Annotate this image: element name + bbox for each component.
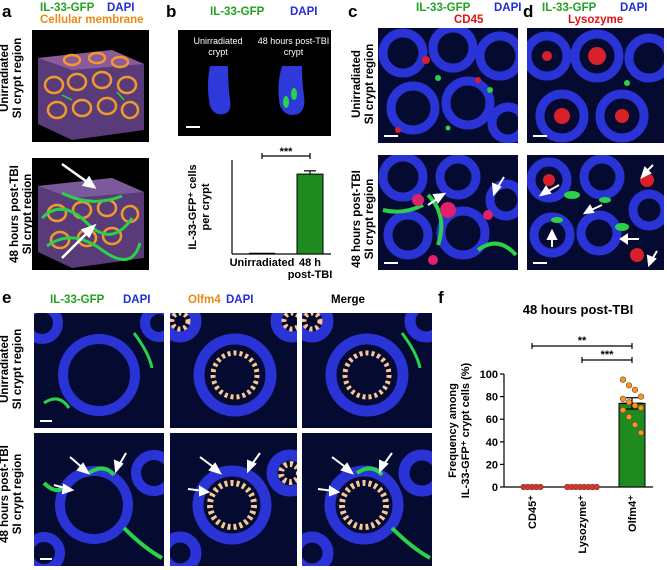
panel-f-data-point-2-1 <box>625 382 633 389</box>
panel-f-y-tick-label-1: 20 <box>486 459 498 471</box>
panel-c-scale-bar-bottom <box>384 262 398 264</box>
panel-f-data-point-2-3 <box>637 393 645 400</box>
panel-f-data-point-2-6 <box>631 402 639 409</box>
panel-f-data-point-2-8 <box>619 407 627 414</box>
panel-f-y-tick-label-4: 80 <box>486 392 498 404</box>
panel-b-bar-chart: IL-33-GFP⁺ cellsper crypt Unirradiated 48 … <box>187 146 333 280</box>
panel-f-data-point-2-0 <box>619 376 627 383</box>
panel-f-y-label: Frequency amongIL-33-GFP⁺ crypt cells (%… <box>447 362 472 498</box>
panel-c-row-label-bottom: 48 hours post-TBI SI crypt region <box>351 170 376 268</box>
panel-e-col3-merge: Merge <box>331 294 365 306</box>
panel-d-scale-bar-bottom <box>533 262 547 264</box>
panel-b-y-label: IL-33-GFP⁺ cellsper crypt <box>187 164 212 249</box>
panel-d-image-post-tbi <box>527 155 664 270</box>
panel-f-data-point-2-9 <box>625 413 633 421</box>
panel-f-bar-2 <box>618 402 646 488</box>
panel-a-3d-render-post-tbi <box>32 158 149 270</box>
panel-b-crypt-label-right: 48 hours post-TBI crypt <box>257 36 330 57</box>
panel-b-crypt-label-left: Unirradiated crypt <box>193 36 243 57</box>
panel-b-channel-dapi: DAPI <box>290 6 318 18</box>
panel-b-bar-1 <box>296 173 324 255</box>
panel-label-f: f <box>438 288 444 307</box>
panel-f-data-point-0-4 <box>537 483 544 491</box>
panel-e-arrows-3 <box>317 452 393 497</box>
panel-c-image-post-tbi <box>378 155 518 270</box>
panel-f-data-point-2-10 <box>631 421 639 428</box>
panel-b-significance-label: *** <box>280 146 294 158</box>
panel-e-col1-channel-dapi: DAPI <box>123 294 151 306</box>
panel-c-scale-bar-top <box>384 135 398 137</box>
panel-f-data-point-1-7 <box>593 483 600 491</box>
panel-f-data-point-2-4 <box>619 395 627 402</box>
panel-c-channel-cd45: CD45 <box>454 14 484 26</box>
panel-f-data-point-2-5 <box>625 399 633 406</box>
panel-e-row-label-top: Unirradiated SI crypt region <box>0 328 24 410</box>
panel-e-image-unirradiated-merge <box>302 313 432 428</box>
panel-e-scale-bar-2 <box>40 558 52 560</box>
panel-e-image-post-tbi-gfp-dapi <box>34 433 164 566</box>
panel-e-arrows-1 <box>53 452 127 495</box>
panel-f-x-tick-0: CD45⁺ <box>527 495 539 529</box>
panel-b-x-tick-0: Unirradiated <box>230 257 295 269</box>
panel-e-scale-bar-1 <box>40 420 52 422</box>
panel-e-arrows-2 <box>187 452 261 497</box>
panel-d-image-unirradiated <box>527 28 664 143</box>
panel-label-c: c <box>348 2 358 21</box>
panel-f-title: 48 hours post-TBI <box>523 302 634 317</box>
panel-a-3d-render-unirradiated <box>32 30 149 142</box>
panel-f-y-tick-label-3: 60 <box>486 414 498 426</box>
panel-b-x-tick-1: 48 h post-TBI <box>288 257 333 280</box>
panel-e-col1-channel-il33gfp: IL-33-GFP <box>50 294 105 306</box>
panel-e-col2-channel-olfm4: Olfm4 <box>188 294 221 306</box>
panel-c-image-unirradiated <box>378 28 518 143</box>
panel-f-data-point-2-2 <box>631 386 639 393</box>
panel-a-channel-membrane: Cellular membrane <box>40 14 144 26</box>
panel-e-image-post-tbi-merge <box>302 433 432 566</box>
panel-e-row-label-bottom: 48 hours post-TBI SI crypt region <box>0 445 24 543</box>
panel-d-scale-bar-top <box>533 135 547 137</box>
panel-a-row-label-top: Unirradiated SI crypt region <box>0 37 24 119</box>
panel-c-arrows <box>427 176 505 206</box>
panel-f-y-tick-label-5: 100 <box>480 369 498 381</box>
panel-label-b: b <box>166 2 177 21</box>
panel-d-channel-dapi: DAPI <box>620 2 648 14</box>
panel-d-channel-il33gfp: IL-33-GFP <box>542 2 597 14</box>
panel-f-comparison-label-1: *** <box>601 349 615 361</box>
panel-c-channel-dapi: DAPI <box>494 2 522 14</box>
panel-d-channel-lysozyme: Lysozyme <box>568 14 624 26</box>
panel-f-y-tick-label-0: 0 <box>492 482 498 494</box>
panel-b-scale-bar <box>186 126 200 128</box>
panel-e-image-unirradiated-gfp-dapi <box>34 313 164 428</box>
panel-label-a: a <box>2 2 12 21</box>
panel-b-channel-il33gfp: IL-33-GFP <box>210 6 265 18</box>
panel-e-col2-channel-dapi: DAPI <box>226 294 254 306</box>
panel-f-data-point-2-11 <box>637 429 645 436</box>
panel-c-row-label-top: Unirradiated SI crypt region <box>351 43 376 125</box>
panel-f-x-tick-1: Lysozyme⁺ <box>577 495 589 554</box>
panel-label-d: d <box>523 2 534 21</box>
panel-a-channel-dapi: DAPI <box>107 2 135 14</box>
panel-f-bar-chart: 48 hours post-TBI 0 20 40 60 80 100 Frequency a… <box>447 302 653 554</box>
panel-f-data-point-2-7 <box>637 404 645 411</box>
panel-f-x-tick-2: Olfm4⁺ <box>627 495 639 532</box>
panel-a-arrows <box>61 162 97 259</box>
panel-d-arrows <box>538 164 658 268</box>
panel-a-channel-il33gfp: IL-33-GFP <box>40 2 95 14</box>
panel-f-y-tick-label-2: 40 <box>486 437 498 449</box>
panel-e-image-post-tbi-olfm4-dapi <box>170 433 297 566</box>
panel-f-comparison-label-0: ** <box>578 335 587 347</box>
panel-b-crypt-images: Unirradiated crypt 48 hours post-TBI crypt <box>178 30 331 136</box>
panel-label-e: e <box>2 288 12 307</box>
panel-e-image-unirradiated-olfm4-dapi <box>170 313 297 428</box>
panel-c-channel-il33gfp: IL-33-GFP <box>416 2 471 14</box>
